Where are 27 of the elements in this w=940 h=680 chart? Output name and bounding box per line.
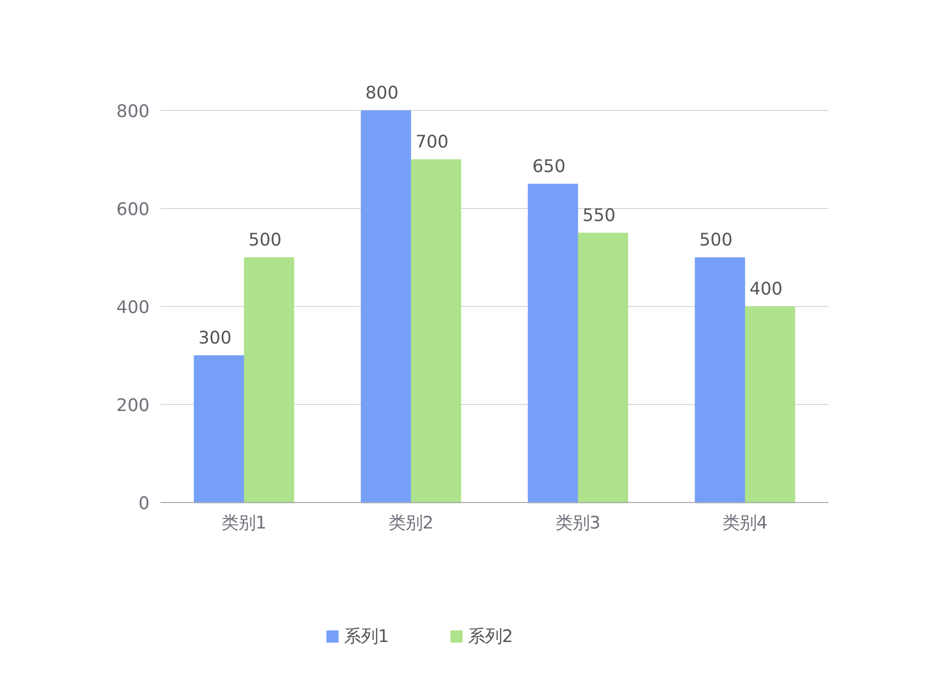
data-label: 400 bbox=[750, 280, 783, 300]
bar bbox=[244, 257, 294, 504]
data-label: 300 bbox=[198, 328, 232, 349]
y-tick-label: 600 bbox=[116, 200, 150, 220]
x-tick-label: 类别3 bbox=[555, 514, 601, 534]
x-tick-label: 类别4 bbox=[722, 514, 768, 534]
data-label: 500 bbox=[248, 230, 282, 251]
y-tick-label: 0 bbox=[138, 494, 150, 514]
bar bbox=[694, 257, 746, 504]
bar bbox=[528, 184, 578, 504]
bar bbox=[744, 306, 796, 504]
bar bbox=[410, 159, 462, 504]
bar bbox=[578, 232, 628, 504]
y-tick-label: 800 bbox=[116, 102, 150, 122]
legend-label: 系列2 bbox=[468, 626, 514, 648]
x-tick-label: 类别1 bbox=[221, 514, 267, 534]
data-label: 800 bbox=[365, 84, 398, 104]
x-tick-label: 类别2 bbox=[388, 514, 434, 534]
bar bbox=[194, 355, 244, 504]
data-label: 650 bbox=[532, 157, 566, 178]
y-tick-label: 200 bbox=[116, 396, 150, 416]
data-label: 500 bbox=[699, 230, 732, 251]
data-label: 550 bbox=[582, 206, 616, 226]
legend-label: 系列1 bbox=[344, 626, 390, 648]
data-label: 700 bbox=[416, 132, 449, 153]
y-tick-label: 400 bbox=[116, 298, 150, 318]
bar bbox=[360, 110, 412, 504]
